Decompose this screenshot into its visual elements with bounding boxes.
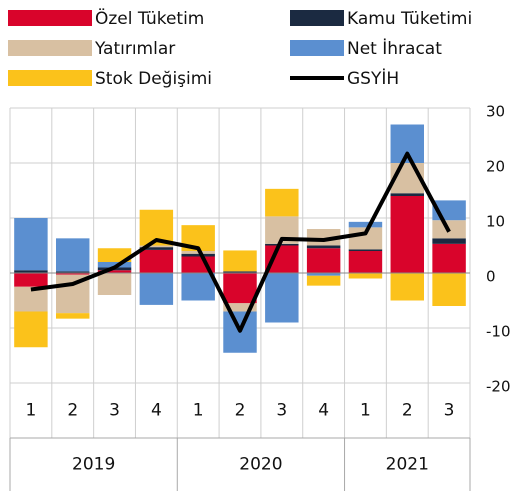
- x-tick-label: 4: [318, 401, 329, 421]
- bar-segment: [14, 218, 48, 271]
- legend-label: Özel Tüketim: [95, 7, 204, 29]
- bar-segment: [181, 273, 215, 301]
- bar-segment: [223, 303, 257, 312]
- bar-segment: [306, 275, 341, 286]
- bar-segment: [97, 248, 132, 262]
- bar-segment: [97, 273, 132, 295]
- gdp-line: [30, 151, 451, 333]
- legend-label: GSYİH: [347, 68, 399, 89]
- x-tick-label: 1: [360, 401, 371, 421]
- bar-segment: [306, 273, 341, 276]
- x-tick-label: 3: [276, 401, 287, 421]
- legend-swatch: [8, 70, 92, 86]
- bar-segment: [223, 273, 257, 304]
- x-tick-label: 1: [25, 401, 36, 421]
- legend-label: Kamu Tüketimi: [347, 9, 472, 29]
- legend-swatch: [8, 10, 92, 26]
- bar-segment: [139, 247, 174, 250]
- legend-swatch: [290, 40, 344, 56]
- x-tick-label: 1: [193, 401, 204, 421]
- y-tick-label: 10: [486, 213, 505, 231]
- bar-segment: [223, 271, 257, 273]
- bar-segment: [306, 248, 341, 273]
- group-label: 2021: [386, 455, 429, 475]
- x-tick-label: 2: [402, 401, 413, 421]
- bar-segment: [139, 249, 174, 273]
- bar-segment: [56, 238, 90, 272]
- bar-segment: [432, 243, 466, 273]
- bar-segment: [390, 193, 424, 196]
- bar-segment: [348, 251, 383, 273]
- legend-swatch: [8, 40, 92, 56]
- bar-segment: [139, 245, 174, 248]
- bar-segment: [306, 245, 341, 249]
- y-tick-label: -20: [486, 378, 511, 396]
- bar-segment: [348, 273, 383, 279]
- bar-segment: [14, 270, 48, 273]
- bar-segment: [265, 273, 299, 323]
- group-label: 2019: [72, 455, 115, 475]
- x-tick-label: 4: [151, 401, 162, 421]
- x-tick-label: 2: [67, 401, 78, 421]
- x-tick-label: 3: [109, 401, 120, 421]
- bar-segment: [432, 238, 466, 244]
- bar-segment: [390, 273, 424, 301]
- bar-segment: [348, 249, 383, 251]
- bar-segment: [14, 286, 48, 312]
- group-label: 2020: [239, 455, 282, 475]
- bar-segment: [348, 221, 383, 228]
- bar-segment: [265, 243, 299, 246]
- bar-segment: [56, 271, 90, 273]
- bar-segment: [223, 250, 257, 272]
- bar-segment: [139, 273, 174, 305]
- bar-segment: [432, 273, 466, 306]
- legend-label: Net İhracat: [347, 38, 442, 59]
- bar-segment: [14, 311, 48, 348]
- bar-segment: [265, 188, 299, 217]
- bar-segment: [97, 270, 132, 273]
- legend-label: Stok Değişimi: [95, 69, 212, 89]
- x-tick-label: 2: [235, 401, 246, 421]
- bar-segment: [181, 253, 215, 257]
- y-tick-label: 20: [486, 158, 505, 176]
- y-tick-label: -10: [486, 323, 511, 341]
- bar-segment: [390, 196, 424, 273]
- bar-segment: [97, 262, 132, 268]
- bar-segment: [56, 273, 90, 275]
- x-tick-label: 3: [444, 401, 455, 421]
- bar-segment: [14, 273, 48, 287]
- bar-segment: [56, 313, 90, 319]
- legend-label: Yatırımlar: [94, 39, 175, 59]
- y-tick-label: 0: [486, 268, 496, 286]
- legend-swatch: [290, 10, 344, 26]
- y-tick-label: 30: [486, 103, 505, 121]
